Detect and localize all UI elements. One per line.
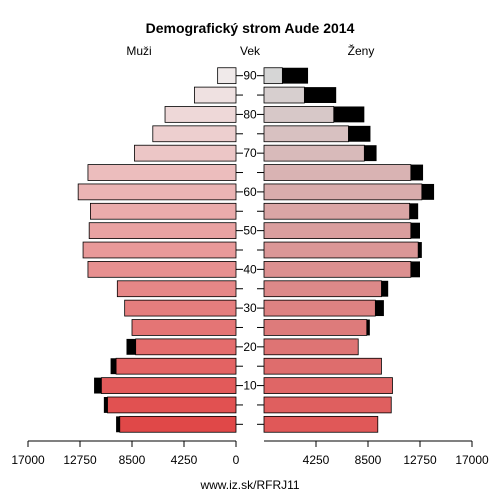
male-bar-5-9 [107,396,237,414]
population-tick-label: 12750 [63,453,97,467]
population-tick-label: 4250 [303,453,330,467]
age-tick-label: 50 [243,224,257,238]
female-bar-60-64 [263,183,423,201]
source-label: www.iz.sk/RFRJ11 [199,478,299,492]
population-tick-label: 17000 [455,453,489,467]
male-bar-20-24 [135,338,237,356]
population-axis: 17000 12750 8500 4250 0 4250 8500 12750 17000 [11,440,489,467]
male-bar-80-84 [164,106,237,123]
female-bar-65-69 [263,164,412,181]
male-bar-35-39 [116,280,237,298]
female-bars [263,67,435,433]
female-bar-50-54 [263,222,412,239]
female-excess-bar-35-39 [381,280,389,297]
male-bar-70-74 [134,144,237,162]
male-bar-85-89 [193,86,237,104]
female-bar-10-14 [263,377,393,394]
male-excess-bar-10-14 [94,377,102,394]
male-bar-55-59 [90,202,237,220]
male-bar-65-69 [87,164,237,181]
female-bar-0-4 [263,415,379,433]
age-tick-label: 10 [243,379,257,393]
female-excess-bar-25-29 [366,319,370,336]
age-tick-label: 30 [243,301,257,315]
population-tick-label: 0 [233,453,240,467]
male-bar-50-54 [88,222,237,239]
age-axis: 10 20 30 40 50 60 70 80 90 [236,69,264,425]
female-excess-bar-75-79 [348,125,371,142]
male-excess-bar-0-4 [116,416,120,433]
female-excess-bar-30-34 [375,300,384,317]
males-label: Muži [126,44,151,58]
male-bar-75-79 [152,125,237,143]
female-excess-bar-65-69 [410,164,424,181]
population-tick-label: 4250 [171,453,198,467]
female-bar-40-44 [263,261,412,278]
male-bar-0-4 [119,415,237,433]
female-excess-bar-70-74 [364,145,377,162]
female-bar-85-89 [263,86,305,104]
female-excess-bar-45-49 [418,242,422,258]
female-bar-35-39 [263,280,382,298]
female-bar-30-34 [263,299,376,317]
female-excess-bar-85-89 [304,87,337,103]
female-bar-75-79 [263,125,349,143]
female-excess-bar-80-84 [333,106,365,123]
male-bar-45-49 [82,241,237,259]
female-excess-bar-60-64 [421,183,435,200]
male-bar-25-29 [131,319,237,336]
female-excess-bar-40-44 [410,261,420,278]
male-excess-bar-20-24 [126,338,136,355]
female-bar-25-29 [263,319,368,336]
male-bar-90+ [217,67,237,85]
population-tick-label: 17000 [11,453,45,467]
female-excess-bar-50-54 [410,222,420,239]
male-bar-15-19 [115,357,237,375]
female-bar-70-74 [263,144,365,162]
age-tick-label: 70 [243,146,257,160]
female-excess-bar-55-59 [409,203,419,220]
age-tick-label: 90 [243,69,257,83]
population-tick-label: 8500 [355,453,382,467]
male-excess-bar-15-19 [110,358,117,375]
females-label: Ženy [348,43,375,58]
chart-title: Demografický strom Aude 2014 [146,20,355,36]
female-bar-5-9 [263,396,392,414]
female-bar-15-19 [263,357,382,375]
population-tick-label: 12750 [403,453,437,467]
male-excess-bar-5-9 [103,397,108,413]
female-excess-bar-90+ [282,67,309,84]
female-bar-90+ [263,67,283,85]
male-bar-30-34 [124,299,237,317]
male-bars [77,67,237,433]
age-tick-label: 80 [243,107,257,121]
age-tick-label: 40 [243,262,257,276]
female-bar-80-84 [263,106,335,123]
female-bar-55-59 [263,202,411,220]
male-bar-60-64 [77,183,237,201]
male-bar-10-14 [101,377,237,394]
female-bar-20-24 [263,338,359,356]
age-axis-label: Vek [240,44,261,58]
female-bar-45-49 [263,241,419,259]
age-tick-label: 20 [243,340,257,354]
male-bar-40-44 [87,261,237,278]
population-tick-label: 8500 [119,453,146,467]
age-tick-label: 60 [243,185,257,199]
